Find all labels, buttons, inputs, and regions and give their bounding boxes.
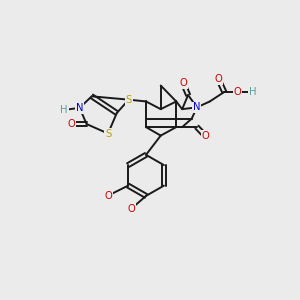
Text: O: O — [104, 190, 112, 201]
Text: N: N — [193, 102, 201, 112]
Text: O: O — [67, 119, 75, 129]
Text: O: O — [233, 87, 241, 97]
Text: S: S — [126, 95, 132, 105]
Text: N: N — [76, 103, 83, 113]
Text: O: O — [128, 204, 135, 214]
Text: O: O — [214, 74, 222, 84]
Text: O: O — [179, 78, 187, 88]
Text: O: O — [202, 131, 209, 141]
Text: S: S — [105, 128, 111, 139]
Text: H: H — [60, 105, 68, 115]
Text: H: H — [249, 87, 256, 97]
